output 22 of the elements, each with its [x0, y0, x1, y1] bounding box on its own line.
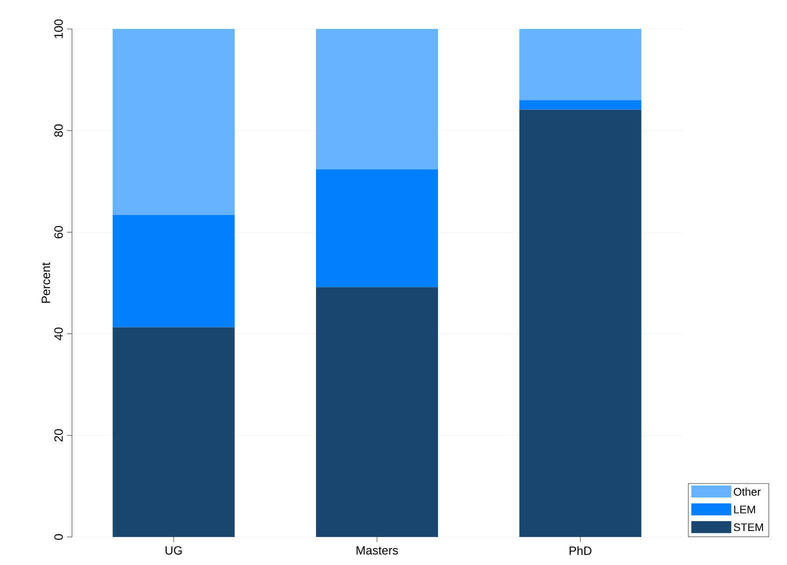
bar — [316, 28, 438, 170]
bar — [519, 100, 642, 110]
y-tick-label: 20 — [54, 429, 63, 442]
y-tick-label: 40 — [54, 328, 63, 340]
bar — [112, 214, 235, 328]
legend-label: STEM — [734, 523, 763, 532]
y-tick-label: 100 — [54, 19, 63, 38]
legend-label: Other — [734, 488, 761, 496]
x-tick-label: UG — [166, 546, 182, 555]
bar — [112, 327, 235, 537]
x-tick-label: Masters — [356, 546, 398, 555]
bar — [316, 169, 438, 288]
y-axis-title: Percent — [42, 262, 50, 303]
legend-label: LEM — [734, 506, 756, 514]
bar — [519, 110, 642, 537]
bar — [112, 28, 235, 215]
y-tick-label: 0 — [54, 534, 63, 540]
bar — [316, 287, 438, 537]
x-tick-label: PhD — [570, 546, 592, 555]
bar — [519, 28, 642, 100]
y-tick-label: 60 — [54, 226, 63, 238]
y-tick-label: 80 — [54, 124, 63, 137]
